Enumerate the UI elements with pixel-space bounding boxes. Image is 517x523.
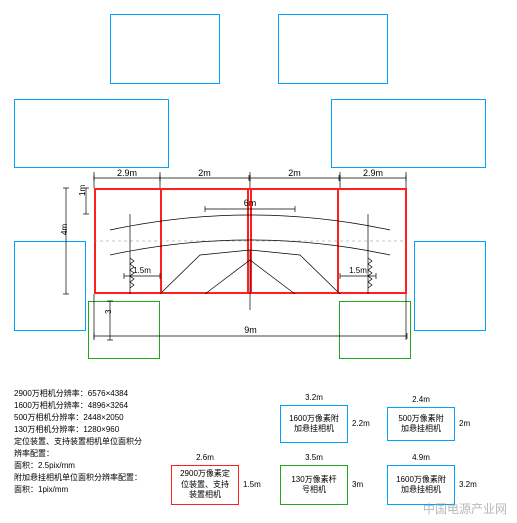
spec-line: 附加悬挂相机单位面积分辨率配置：: [14, 472, 142, 484]
spec-line: 辨率配置：: [14, 448, 54, 460]
spec-line: 130万相机分辨率：1280×960: [14, 424, 119, 436]
dim-label: 2.9m: [340, 168, 406, 178]
spec-line: 2900万相机分辨率：6576×4384: [14, 388, 128, 400]
dim-3: 3: [104, 310, 113, 314]
dim-9m: 9m: [94, 325, 407, 335]
legend-dim-side: 2.2m: [352, 419, 370, 428]
dim-1m: 1m: [78, 185, 87, 196]
spec-line: 500万相机分辨率：2448×2050: [14, 412, 124, 424]
legend-dim-top: 2.6m: [171, 453, 239, 462]
dim-4m: 4m: [60, 224, 69, 235]
legend-dim-top: 3.5m: [280, 453, 348, 462]
spec-line: 面积：1pix/mm: [14, 484, 68, 496]
dim-label: 2m: [160, 168, 249, 178]
watermark: 中国电源产业网: [423, 500, 507, 517]
legend-dim-top: 3.2m: [280, 393, 348, 402]
legend-dim-side: 1.5m: [243, 480, 261, 489]
legend-box: 1600万像素附加悬挂相机: [387, 465, 455, 505]
dim-label: 2.9m: [94, 168, 160, 178]
legend-dim-side: 3m: [352, 480, 363, 489]
legend-box: 500万像素附加悬挂相机: [387, 407, 455, 441]
legend-box: 2900万像素定位装置、支持装置相机: [171, 465, 239, 505]
legend-box: 130万像素杆号相机: [280, 465, 348, 505]
legend-box: 1600万像素附加悬挂相机: [280, 405, 348, 443]
dim-label: 2m: [250, 168, 339, 178]
spec-line: 定位装置、支持装置相机单位面积分: [14, 436, 142, 448]
dim-1-5m: 1.5m: [340, 266, 376, 275]
dim-1-5m: 1.5m: [124, 266, 160, 275]
legend-dim-top: 2.4m: [387, 395, 455, 404]
spec-line: 1600万相机分辨率：4896×3264: [14, 400, 128, 412]
legend-dim-top: 4.9m: [387, 453, 455, 462]
legend-dim-side: 3.2m: [459, 480, 477, 489]
dim-6m: 6m: [205, 198, 295, 208]
legend-dim-side: 2m: [459, 419, 470, 428]
spec-line: 面积：2.5pix/mm: [14, 460, 75, 472]
